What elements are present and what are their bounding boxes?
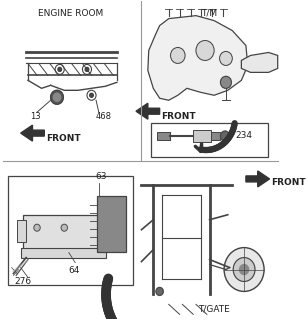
- Text: ENGINE ROOM: ENGINE ROOM: [38, 9, 103, 18]
- Text: 64: 64: [68, 266, 79, 275]
- Text: 13: 13: [30, 112, 40, 121]
- Circle shape: [34, 224, 40, 231]
- Bar: [23, 215, 103, 252]
- Bar: [157, 132, 170, 140]
- Circle shape: [224, 248, 264, 292]
- Circle shape: [83, 64, 91, 74]
- Text: 276: 276: [14, 277, 31, 286]
- Circle shape: [196, 41, 214, 60]
- Circle shape: [58, 68, 62, 71]
- Text: 468: 468: [95, 112, 111, 121]
- Circle shape: [87, 90, 96, 100]
- Circle shape: [85, 68, 89, 71]
- Text: FRONT: FRONT: [161, 112, 196, 121]
- Circle shape: [90, 93, 93, 97]
- Circle shape: [171, 47, 185, 63]
- Circle shape: [55, 64, 64, 74]
- Text: 63: 63: [95, 172, 107, 181]
- Text: 234: 234: [235, 131, 252, 140]
- Circle shape: [233, 258, 255, 282]
- Circle shape: [220, 52, 232, 65]
- Text: FRONT: FRONT: [271, 179, 306, 188]
- Polygon shape: [241, 52, 278, 72]
- Polygon shape: [21, 125, 44, 141]
- Bar: [193, 130, 211, 142]
- Circle shape: [61, 224, 67, 231]
- Circle shape: [221, 131, 229, 141]
- Text: T/GATE: T/GATE: [198, 304, 230, 313]
- Bar: [97, 196, 126, 252]
- Text: T/M: T/M: [201, 9, 218, 18]
- Circle shape: [51, 90, 63, 104]
- Bar: [211, 132, 221, 140]
- Polygon shape: [246, 171, 270, 187]
- Circle shape: [240, 265, 249, 275]
- Bar: [17, 220, 26, 242]
- Bar: [152, 123, 268, 157]
- Text: FRONT: FRONT: [46, 133, 81, 143]
- Polygon shape: [148, 16, 248, 100]
- Circle shape: [156, 287, 163, 295]
- Bar: [8, 176, 133, 285]
- Circle shape: [221, 76, 231, 88]
- Polygon shape: [136, 103, 160, 119]
- Bar: [21, 248, 106, 258]
- Circle shape: [53, 93, 61, 101]
